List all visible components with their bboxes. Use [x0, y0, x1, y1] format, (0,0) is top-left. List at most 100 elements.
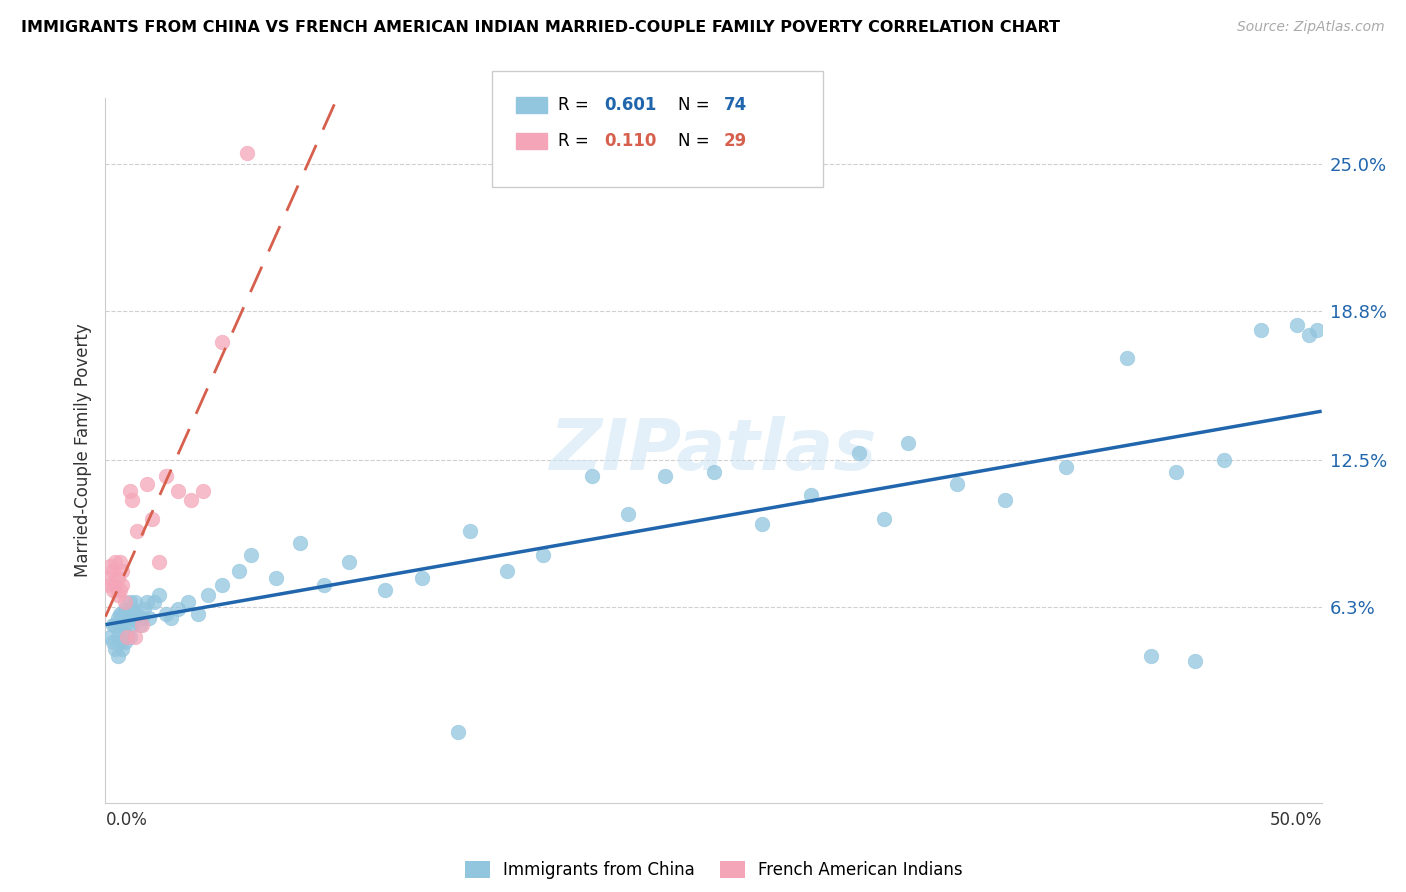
Point	[994, 493, 1017, 508]
Point	[143, 595, 166, 609]
Text: ZIPatlas: ZIPatlas	[550, 416, 877, 485]
Point	[107, 630, 129, 644]
Point	[155, 607, 177, 621]
Text: N =: N =	[678, 132, 714, 150]
Point	[111, 642, 134, 657]
Point	[98, 578, 121, 592]
Point	[111, 625, 134, 640]
Text: 74: 74	[724, 96, 748, 114]
Point	[128, 618, 150, 632]
Point	[111, 578, 134, 592]
Point	[108, 607, 131, 621]
Point	[124, 595, 146, 609]
Point	[104, 618, 127, 632]
Point	[138, 611, 160, 625]
Point	[107, 649, 129, 664]
Text: 0.601: 0.601	[605, 96, 657, 114]
Point	[1116, 351, 1139, 366]
Point	[1140, 649, 1163, 664]
Point	[121, 493, 143, 508]
Point	[702, 465, 725, 479]
Legend: Immigrants from China, French American Indians: Immigrants from China, French American I…	[458, 855, 969, 886]
Point	[1306, 323, 1329, 337]
Point	[124, 611, 146, 625]
Point	[104, 578, 127, 592]
Point	[108, 582, 131, 597]
Point	[114, 618, 136, 632]
Point	[117, 630, 139, 644]
Point	[458, 524, 481, 538]
Point	[141, 512, 163, 526]
Y-axis label: Married-Couple Family Poverty: Married-Couple Family Poverty	[73, 324, 91, 577]
Point	[114, 595, 136, 609]
Point	[1213, 453, 1236, 467]
Point	[107, 611, 129, 625]
Point	[167, 602, 190, 616]
Point	[235, 145, 257, 160]
Point	[531, 548, 554, 562]
Point	[1054, 460, 1077, 475]
Point	[118, 483, 141, 498]
Text: R =: R =	[558, 132, 595, 150]
Point	[101, 582, 124, 597]
Point	[121, 602, 143, 616]
Point	[104, 642, 127, 657]
Point	[118, 611, 141, 625]
Point	[495, 564, 517, 578]
Text: R =: R =	[558, 96, 595, 114]
Point	[108, 635, 131, 649]
Point	[197, 588, 219, 602]
Point	[107, 588, 129, 602]
Point	[98, 630, 121, 644]
Point	[114, 602, 136, 616]
Point	[108, 555, 131, 569]
Point	[1286, 318, 1309, 332]
Point	[121, 618, 143, 632]
Point	[1184, 654, 1206, 668]
Point	[135, 595, 157, 609]
Point	[848, 446, 870, 460]
Point	[751, 516, 773, 531]
Point	[180, 493, 202, 508]
Point	[211, 578, 233, 592]
Point	[101, 618, 124, 632]
Point	[581, 469, 603, 483]
Point	[114, 635, 136, 649]
Point	[134, 602, 156, 616]
Point	[108, 618, 131, 632]
Point	[191, 483, 214, 498]
Text: 50.0%: 50.0%	[1270, 811, 1322, 829]
Point	[117, 630, 139, 644]
Point	[124, 630, 146, 644]
Point	[160, 611, 183, 625]
Point	[97, 571, 120, 585]
Point	[1164, 465, 1187, 479]
Point	[447, 724, 470, 739]
Point	[211, 334, 233, 349]
Point	[101, 564, 124, 578]
Point	[228, 564, 250, 578]
Point	[177, 595, 200, 609]
Point	[107, 571, 129, 585]
Point	[264, 571, 287, 585]
Point	[314, 578, 336, 592]
Point	[135, 476, 157, 491]
Point	[945, 476, 967, 491]
Text: IMMIGRANTS FROM CHINA VS FRENCH AMERICAN INDIAN MARRIED-COUPLE FAMILY POVERTY CO: IMMIGRANTS FROM CHINA VS FRENCH AMERICAN…	[21, 20, 1060, 35]
Point	[131, 611, 153, 625]
Point	[155, 469, 177, 483]
Point	[897, 436, 920, 450]
Text: 0.0%: 0.0%	[105, 811, 148, 829]
Point	[167, 483, 190, 498]
Point	[111, 607, 134, 621]
Point	[117, 611, 139, 625]
Point	[374, 582, 396, 597]
Point	[1298, 327, 1320, 342]
Point	[337, 555, 360, 569]
Point	[411, 571, 433, 585]
Point	[111, 564, 134, 578]
Point	[873, 512, 896, 526]
Point	[125, 607, 148, 621]
Point	[98, 559, 121, 574]
Point	[148, 555, 170, 569]
